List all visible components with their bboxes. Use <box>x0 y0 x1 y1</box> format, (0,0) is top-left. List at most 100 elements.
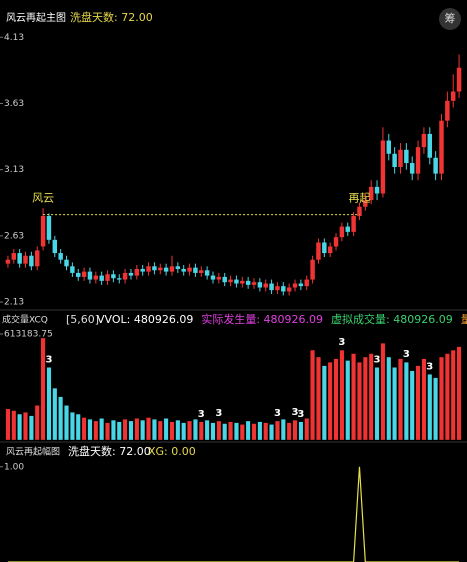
volume-bar <box>339 349 345 441</box>
volume-bar <box>23 412 28 441</box>
candle-body <box>169 266 175 272</box>
volume-bar <box>99 418 105 441</box>
candle-body <box>222 276 227 283</box>
candle-body <box>34 250 40 267</box>
volume-bar <box>345 360 351 441</box>
candle-body <box>204 270 210 276</box>
volume-bar <box>157 420 163 441</box>
annotation: 风云 <box>32 192 54 205</box>
candle-body <box>163 267 169 272</box>
legend-entry: 实际发生量: 480926.09 <box>201 312 323 326</box>
candle-body <box>17 253 22 264</box>
volume-bar <box>228 421 233 441</box>
candle-body <box>439 120 444 174</box>
candle-body <box>445 100 450 121</box>
candle-body <box>257 282 263 288</box>
sub-title[interactable]: 风云再起幅图 <box>6 446 60 458</box>
volume-bar <box>5 408 11 441</box>
volume-bar <box>421 358 427 441</box>
y-tick-label: 4.13 <box>4 33 24 43</box>
candle-body <box>181 268 186 272</box>
candle-body <box>70 266 75 273</box>
candle-body <box>29 255 34 267</box>
volume-bar <box>386 356 392 441</box>
candle-body <box>357 206 362 216</box>
candle-body <box>363 200 368 207</box>
candle-body <box>456 67 462 92</box>
volume-bar <box>357 362 362 441</box>
candle-body <box>199 270 204 273</box>
candle-body <box>134 268 140 276</box>
volume-bar <box>116 421 122 441</box>
volume-bar <box>40 337 46 441</box>
volume-bar <box>175 419 181 441</box>
volume-bar <box>146 417 151 441</box>
candle-body <box>93 275 99 280</box>
candle-body <box>245 280 251 285</box>
candle-body <box>40 216 46 247</box>
candle-body <box>81 271 87 277</box>
candle-body <box>409 163 415 174</box>
volume-bar <box>81 417 87 441</box>
candle-body <box>316 242 321 260</box>
candle-body <box>216 276 222 280</box>
volume-bar <box>392 367 397 441</box>
chip-button[interactable]: 筹 <box>445 11 456 25</box>
volume-bar <box>275 420 280 441</box>
volume-bar <box>292 419 298 441</box>
candle-body <box>228 279 233 283</box>
candle-body <box>351 216 356 232</box>
volume-bar <box>75 413 81 441</box>
candle-body <box>415 147 421 174</box>
candle-body <box>398 149 403 168</box>
candle-body <box>175 266 181 269</box>
main-indicator: 洗盘天数: 72.00 <box>70 10 153 24</box>
volume-bar <box>239 424 245 441</box>
volume-title[interactable]: 成交量XCQ <box>2 314 48 326</box>
volume-bar <box>93 420 99 441</box>
volume-bar <box>193 419 198 441</box>
candle-body <box>152 266 157 271</box>
candle-body <box>240 280 245 284</box>
y-tick-label: 1.00 <box>4 462 24 472</box>
legend-entry: VVOL: 480926.09 <box>97 313 193 326</box>
volume-bar <box>327 362 333 441</box>
candle-body <box>427 133 433 158</box>
candle-body <box>187 267 192 272</box>
legend-entry: 量占比: 1.00 <box>461 312 467 326</box>
candle-body <box>5 259 11 264</box>
volume-bar <box>251 423 257 441</box>
volume-bar <box>450 349 456 441</box>
candle-body <box>327 246 333 254</box>
candle-body <box>404 149 409 164</box>
signal-label: 3 <box>292 407 299 418</box>
volume-bar <box>286 422 292 441</box>
volume-bar <box>152 419 157 441</box>
chip-button-bg[interactable] <box>439 8 461 30</box>
volume-params: [5,60] <box>66 313 99 326</box>
volume-bar <box>280 419 286 441</box>
volume-bar <box>169 421 175 441</box>
volume-bar <box>257 421 263 441</box>
candle-body <box>111 274 116 279</box>
volume-bar <box>105 422 110 441</box>
candle-body <box>286 287 292 292</box>
y-tick-label: 2.63 <box>4 231 24 241</box>
volume-bar <box>310 349 315 441</box>
candle-body <box>23 255 28 264</box>
volume-bar <box>46 367 52 441</box>
main-title[interactable]: 风云再起主图 <box>6 12 66 24</box>
volume-bar <box>58 396 64 441</box>
volume-bar <box>362 356 368 441</box>
candle-body <box>269 283 274 291</box>
volume-bar <box>456 346 462 441</box>
candle-body <box>210 275 216 280</box>
volume-bar <box>439 356 444 441</box>
volume-bar <box>198 421 204 441</box>
volume-bar <box>427 374 433 441</box>
candle-body <box>128 272 134 276</box>
candle-body <box>58 253 63 260</box>
volume-bar <box>181 422 187 441</box>
